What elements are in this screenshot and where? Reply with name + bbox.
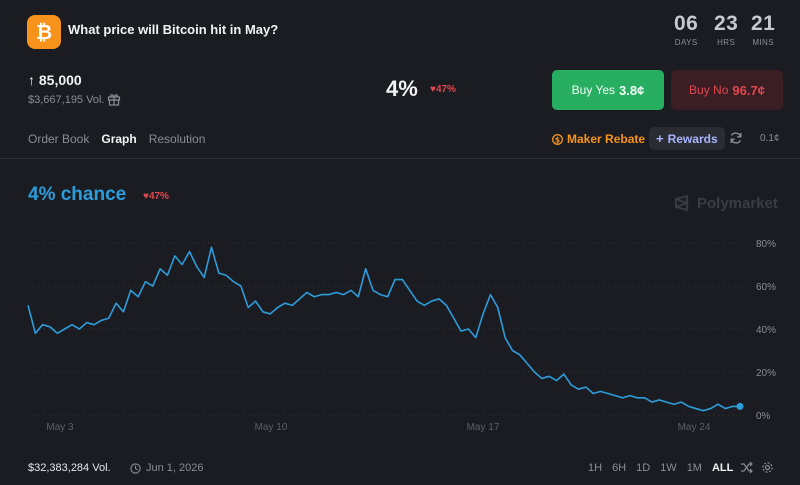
settings-gear-icon[interactable]	[761, 461, 774, 474]
countdown-days-label: DAYS	[674, 38, 698, 47]
tab-graph[interactable]: Graph	[101, 132, 137, 146]
shuffle-icon[interactable]	[740, 461, 753, 474]
range-1m[interactable]: 1M	[686, 462, 702, 474]
polymarket-watermark: Polymarket	[673, 194, 778, 212]
current-point	[736, 402, 744, 410]
chart-controls	[740, 461, 774, 474]
buy-yes-price: 3.8¢	[619, 82, 645, 98]
gift-icon[interactable]	[107, 92, 121, 106]
current-probability: 4%	[386, 76, 418, 101]
countdown-days: 06 DAYS	[674, 12, 698, 47]
y-tick-label: 80%	[756, 239, 776, 250]
market-volume: $3,667,195 Vol.	[28, 94, 105, 106]
strike-price: ↑ 85,000	[28, 72, 82, 88]
end-date: Jun 1, 2026	[130, 462, 204, 474]
buy-yes-label: Buy Yes	[571, 83, 616, 97]
countdown-minutes-value: 21	[751, 12, 776, 35]
refresh-icon[interactable]	[729, 131, 743, 145]
y-tick-label: 60%	[756, 282, 776, 293]
countdown-days-value: 06	[674, 12, 699, 35]
polymarket-logo-icon	[675, 194, 690, 212]
y-tick-label: 40%	[756, 325, 776, 336]
chance-label: 4% chance	[28, 184, 127, 205]
spread-value: 0.1¢	[760, 133, 780, 144]
maker-rebate-label: Maker Rebate	[567, 132, 646, 146]
x-tick-label: May 24	[678, 422, 711, 433]
total-volume: $32,383,284 Vol.	[28, 462, 111, 474]
rewards-label: Rewards	[667, 131, 718, 146]
countdown-minutes-label: MINS	[752, 38, 774, 47]
bitcoin-logo-glyph: ₿	[35, 19, 53, 44]
y-tick-label: 20%	[756, 368, 776, 379]
range-6h[interactable]: 6H	[612, 462, 627, 474]
svg-text:$: $	[555, 135, 560, 144]
x-tick-label: May 10	[255, 422, 288, 433]
buy-yes-button[interactable]: Buy Yes 3.8¢	[552, 70, 664, 110]
market-title: What price will Bitcoin hit in May?	[68, 22, 279, 37]
x-tick-label: May 3	[46, 422, 74, 433]
plus-icon: +	[656, 131, 664, 146]
clock-icon	[130, 462, 141, 474]
bitcoin-logo: ₿	[27, 15, 61, 49]
section-divider	[0, 158, 800, 159]
countdown-hours: 23 HRS	[714, 12, 738, 47]
y-tick-label: 0%	[756, 411, 771, 422]
watermark-text: Polymarket	[697, 194, 778, 212]
range-1h[interactable]: 1H	[588, 462, 603, 474]
buy-no-price: 96.7¢	[732, 82, 765, 98]
time-range-selector: 1H 6H 1D 1W 1M ALL	[588, 462, 733, 474]
dollar-coin-icon: $	[552, 133, 563, 145]
range-1d[interactable]: 1D	[636, 462, 651, 474]
x-tick-label: May 17	[467, 422, 500, 433]
tab-resolution[interactable]: Resolution	[148, 132, 206, 146]
countdown-minutes: 21 MINS	[751, 12, 775, 47]
countdown-hours-value: 23	[714, 12, 739, 35]
rewards-button[interactable]: + Rewards	[649, 127, 725, 150]
probability-change: ♥47%	[430, 84, 456, 95]
maker-rebate-button[interactable]: $ Maker Rebate	[552, 132, 645, 146]
range-all[interactable]: ALL	[711, 462, 734, 474]
end-date-text: Jun 1, 2026	[146, 462, 204, 474]
chance-change: ♥47%	[143, 191, 169, 202]
range-1w[interactable]: 1W	[660, 462, 677, 474]
series-line	[27, 246, 740, 412]
countdown-hours-label: HRS	[717, 38, 736, 47]
tab-order-book[interactable]: Order Book	[28, 132, 90, 146]
buy-no-button[interactable]: Buy No 96.7¢	[671, 70, 783, 110]
buy-no-label: Buy No	[689, 83, 729, 97]
price-chart[interactable]: 80% 60% 40% 20% 0% May 3 May 10 May 17 May 24	[0, 225, 800, 450]
view-tabs: Order Book Graph Resolution	[28, 132, 205, 146]
